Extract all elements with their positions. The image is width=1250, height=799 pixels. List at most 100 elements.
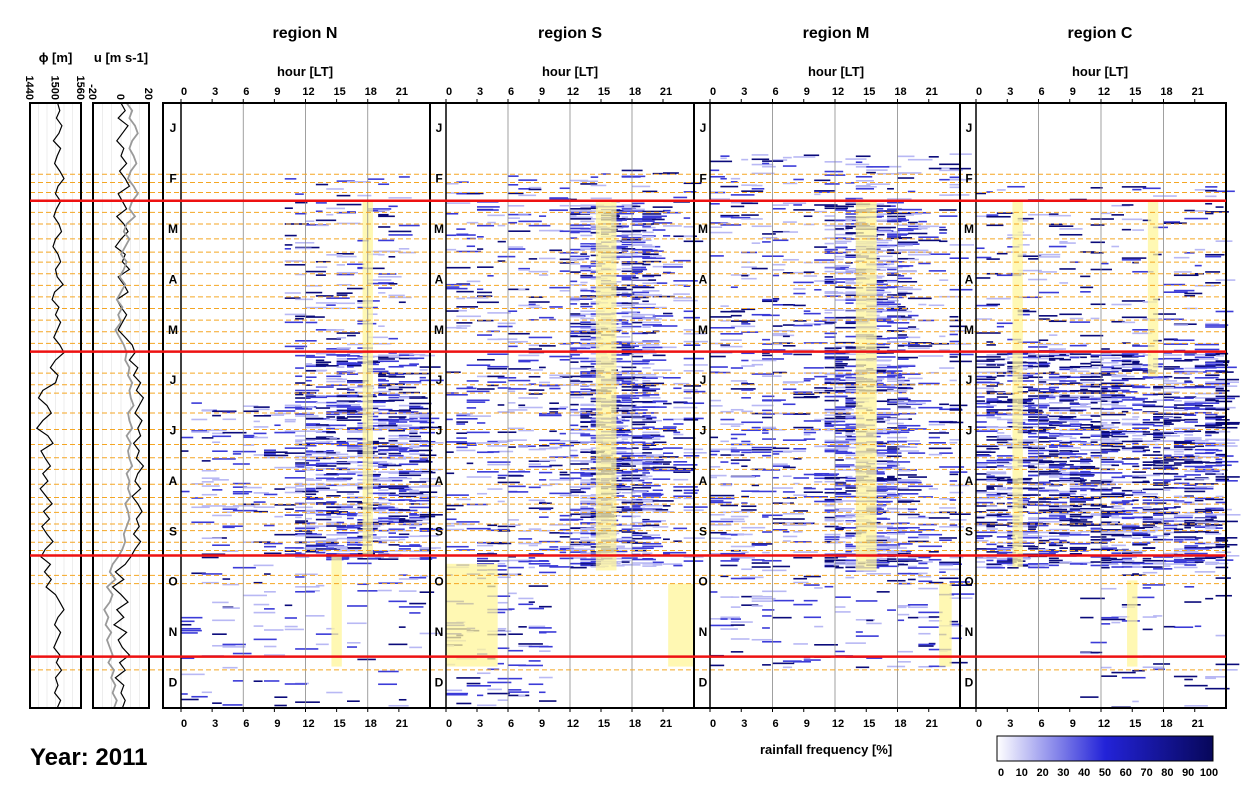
rain-cell [1205, 422, 1226, 424]
rain-cell [326, 552, 340, 555]
rain-cell [347, 389, 355, 391]
rain-cell [1038, 361, 1048, 364]
rain-cell [845, 480, 861, 482]
rain-cell [367, 525, 381, 528]
rain-cell [1101, 374, 1117, 376]
rain-cell [347, 549, 364, 552]
rain-cell [673, 489, 683, 492]
rain-cell [632, 360, 650, 363]
rain-cell [305, 365, 326, 368]
rain-cell [1069, 496, 1084, 498]
rain-cell [1069, 480, 1086, 482]
rain-cell [741, 321, 749, 323]
rain-cell [642, 444, 657, 446]
rain-cell [621, 438, 628, 440]
rain-cell [1153, 399, 1167, 402]
rain-cell [642, 426, 655, 429]
rain-cell [642, 253, 659, 255]
rain-cell [347, 380, 369, 382]
rain-cell [642, 472, 651, 474]
rain-cell [1028, 362, 1051, 365]
rain-cell [772, 565, 791, 568]
rain-cell [976, 356, 1001, 358]
rain-cell [642, 340, 660, 342]
rain-cell [632, 248, 653, 251]
rain-cell [824, 503, 835, 506]
rain-cell [1028, 489, 1041, 491]
rain-cell [315, 487, 330, 490]
rain-cell [477, 288, 484, 291]
rain-cell [710, 664, 725, 667]
rain-cell [741, 429, 761, 432]
rain-cell [1142, 431, 1151, 433]
rain-cell [1153, 377, 1169, 380]
rain-cell [326, 516, 342, 518]
rain-cell [264, 449, 276, 452]
rain-cell [663, 463, 670, 465]
rain-cell [378, 471, 399, 473]
rain-cell [1069, 420, 1080, 423]
rain-cell [367, 507, 382, 509]
rain-cell [949, 519, 967, 521]
rain-cell [1163, 440, 1177, 443]
rain-cell [191, 483, 204, 485]
rain-cell [1173, 448, 1194, 451]
rain-cell [274, 412, 291, 415]
rain-cell [409, 576, 427, 579]
rain-cell [710, 222, 728, 224]
rain-cell [652, 509, 669, 511]
rain-cell [1132, 270, 1154, 273]
rain-cell [398, 521, 417, 523]
rain-cell [642, 557, 654, 560]
rain-cell [508, 183, 519, 186]
rain-cell [580, 505, 588, 508]
rain-cell [876, 501, 891, 503]
rain-cell [528, 486, 541, 489]
rain-cell [683, 310, 694, 313]
rain-cell [1028, 432, 1037, 435]
rain-cell [1080, 385, 1093, 388]
rain-cell [793, 391, 813, 394]
rain-cell [456, 446, 468, 449]
rain-cell [487, 692, 510, 695]
rain-cell [456, 228, 466, 230]
rain-cell [814, 500, 836, 503]
rain-cell [1111, 430, 1127, 433]
rain-cell [1184, 484, 1197, 486]
rain-cell [1017, 217, 1034, 220]
rain-cell [782, 535, 798, 538]
rain-cell [632, 185, 651, 188]
rain-cell [1111, 464, 1119, 467]
rain-cell [181, 673, 205, 676]
rain-cell [1184, 439, 1202, 442]
rain-cell [305, 306, 328, 309]
rain-cell [508, 341, 522, 344]
rain-cell [621, 276, 635, 279]
rain-cell [845, 213, 859, 215]
rain-cell [986, 495, 1006, 498]
rain-cell [939, 563, 963, 565]
rain-cell [835, 596, 851, 598]
rain-cell [570, 262, 581, 265]
rain-cell [845, 197, 863, 200]
rain-cell [1184, 406, 1200, 409]
rain-cell [673, 471, 691, 474]
rain-cell [419, 547, 437, 550]
rain-cell [580, 511, 600, 514]
rain-cell [845, 532, 862, 535]
rain-cell [611, 288, 633, 291]
rain-cell [549, 546, 559, 548]
rain-cell [378, 354, 403, 357]
rain-cell [1121, 463, 1139, 465]
rain-cell [253, 603, 270, 606]
rain-cell [928, 511, 936, 514]
rain-cell [1059, 397, 1083, 400]
rain-cell [1111, 405, 1127, 407]
rain-cell [487, 630, 512, 633]
rain-cell [590, 478, 601, 481]
rain-cell [1017, 440, 1035, 442]
rain-cell [887, 234, 908, 236]
rain-cell [419, 454, 437, 457]
rain-cell [409, 419, 432, 422]
rain-cell [1101, 461, 1124, 463]
